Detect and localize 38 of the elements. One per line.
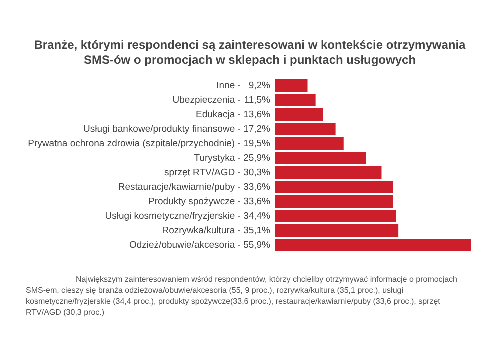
y-tick-label: Ubezpieczenia - <box>172 94 241 106</box>
data-label: 11,5% <box>244 94 272 106</box>
y-tick-label: Usługi bankowe/produkty finansowe - <box>84 124 241 135</box>
y-tick-label: Odzież/obuwie/akcesoria - <box>129 240 241 251</box>
data-label: 34,4% <box>244 210 272 222</box>
data-label: 33,6% <box>244 182 272 193</box>
bar <box>276 181 394 194</box>
y-tick-label: Inne - <box>216 80 241 92</box>
bar <box>276 224 399 237</box>
y-tick-label: Rozrywka/kultura - <box>162 225 241 236</box>
bar <box>276 196 394 208</box>
y-tick-label: Restauracje/kawiarnie/puby - <box>118 182 241 193</box>
data-label: 19,5% <box>244 138 272 150</box>
data-label: 9,2% <box>248 80 272 92</box>
data-label: 55,9% <box>244 240 272 251</box>
text: Największym zainteresowaniem wśród respondentów, którzy chcieliby otrzymywać informacje o promocjach SMS-em, cieszy się branża odzieżowa/obuwie/akcesoria (55, 9 proc.), rozrywka/kultura (35,1 proc.), usługi kosmetyczne/fryzjerskie (34,4 proc.), produkty spożywcze(33,6 proc.), restauracje/kawiarnie/puby (33,6 proc.), sprzęt RTV/AGD (30,3 proc.) <box>26 274 458 318</box>
bar <box>276 108 324 121</box>
y-tick-label: Produkty spożywcze - <box>148 196 241 208</box>
y-tick-label: Prywatna ochrona zdrowia (szpitale/przychodnie) - <box>28 138 241 150</box>
bar <box>276 123 336 136</box>
chart-title: Branże, którymi respondenci są zainteresowani w kontekście otrzymywania SMS-ów o promocjach w sklepach i punktach usługowych <box>33 37 467 68</box>
y-tick-label: Edukacja - <box>196 109 241 120</box>
bar <box>276 138 344 150</box>
y-tick-label: Turystyka - <box>194 152 241 164</box>
bar <box>276 80 308 92</box>
y-tick-label: sprzęt RTV/AGD - <box>164 167 241 178</box>
data-label: 33,6% <box>244 196 272 208</box>
bar <box>276 152 366 164</box>
data-label: 25,9% <box>244 152 272 164</box>
bar <box>276 239 472 252</box>
y-tick-label: Usługi kosmetyczne/fryzjerskie - <box>105 210 241 222</box>
bar <box>276 94 316 106</box>
data-label: 30,3% <box>244 167 272 178</box>
bar <box>276 166 382 179</box>
data-label: 17,2% <box>244 124 272 135</box>
data-label: 35,1% <box>244 225 272 236</box>
data-label: 13,6% <box>244 109 272 120</box>
bar <box>276 210 396 222</box>
